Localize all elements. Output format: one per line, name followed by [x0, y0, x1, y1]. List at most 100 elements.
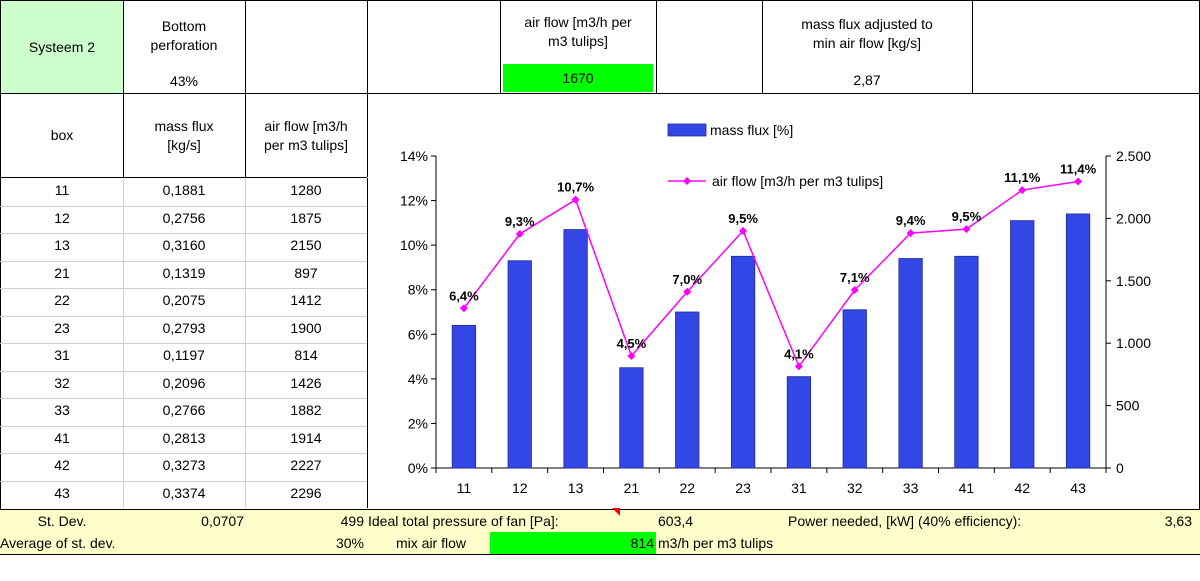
air-flow-cell[interactable]: 897 — [294, 264, 318, 281]
box-cell[interactable]: 31 — [54, 347, 70, 363]
column-header-air-flow[interactable]: air flow [m3/h per m3 tulips] — [263, 117, 349, 153]
mass-flux-adjusted-value-cell[interactable]: 2,87 — [762, 67, 972, 93]
air-flow-cell[interactable]: 1412 — [290, 292, 322, 308]
x-tick-label: 22 — [679, 480, 695, 496]
air-flow-cell[interactable]: 814 — [294, 347, 318, 363]
stdev-label[interactable]: St. Dev. — [37, 513, 87, 529]
cell-comment-marker — [612, 508, 620, 516]
pressure-value[interactable]: 603,4 — [658, 513, 694, 529]
left-tick-label: 10% — [400, 237, 428, 253]
table-row: 41 0,2813 1914 — [0, 426, 367, 454]
data-label: 6,4% — [449, 288, 479, 303]
air-flow-point — [1018, 186, 1027, 195]
data-label: 11,1% — [1004, 170, 1041, 185]
x-tick-label: 43 — [1070, 480, 1086, 496]
mass-flux-cell[interactable]: 0,3374 — [162, 484, 206, 501]
air-flow-cell[interactable]: 1875 — [290, 209, 322, 226]
stdev-value[interactable]: 0,0707 — [201, 513, 244, 529]
air-flow-cell[interactable]: 1426 — [290, 374, 322, 391]
mass-flux-cell[interactable]: 0,2813 — [162, 429, 206, 446]
table-row: 42 0,3273 2227 — [0, 453, 367, 481]
mass-flux-cell[interactable]: 0,1319 — [162, 264, 206, 281]
mass-flux-cell[interactable]: 0,3160 — [162, 237, 206, 253]
box-cell[interactable]: 22 — [54, 292, 70, 308]
air-flow-label-cell[interactable]: air flow [m3/h per m3 tulips] — [500, 1, 656, 63]
perforation-label-cell[interactable]: Bottom perforation — [123, 1, 245, 70]
box-cell[interactable]: 42 — [54, 457, 70, 473]
data-label: 9,5% — [952, 209, 982, 224]
left-tick-label: 0% — [408, 460, 428, 476]
mass-flux-adjusted-label-cell[interactable]: mass flux adjusted to min air flow [kg/s… — [762, 1, 972, 67]
legend-bar-swatch — [667, 123, 707, 137]
box-cell[interactable]: 13 — [54, 237, 70, 253]
x-tick-label: 13 — [568, 480, 584, 496]
left-tick-label: 12% — [400, 193, 428, 209]
right-tick-label: 1.500 — [1116, 273, 1151, 289]
table-row: 21 0,1319 897 — [0, 261, 367, 289]
bar — [1065, 213, 1091, 469]
box-cell[interactable]: 32 — [54, 374, 70, 391]
bar — [730, 255, 756, 469]
air-flow-point — [571, 195, 580, 204]
mass-flux-cell[interactable]: 0,2096 — [162, 374, 206, 391]
mass-flux-cell[interactable]: 0,2793 — [162, 319, 206, 336]
mass-flux-cell[interactable]: 0,3273 — [162, 457, 206, 473]
footer-row-stdev: St. Dev. 0,0707 499 Ideal total pressure… — [0, 509, 1200, 532]
mix-air-flow-unit[interactable]: m3/h per m3 tulips — [658, 535, 774, 551]
bar — [1010, 220, 1035, 469]
column-header-mass-flux[interactable]: mass flux [kg/s] — [154, 117, 214, 153]
air-flow-cell[interactable]: 2227 — [290, 457, 322, 473]
pressure-label[interactable]: Ideal total pressure of fan [Pa]: — [368, 513, 559, 529]
air-flow-point — [739, 226, 748, 235]
box-cell[interactable]: 11 — [54, 182, 70, 198]
mass-flux-cell[interactable]: 0,2766 — [162, 402, 206, 418]
legend-line-label: air flow [m3/h per m3 tulips] — [712, 173, 883, 189]
table-row: 13 0,3160 2150 — [0, 233, 367, 261]
x-tick-label: 42 — [1014, 480, 1030, 496]
x-tick-label: 33 — [903, 480, 919, 496]
box-cell[interactable]: 12 — [54, 209, 70, 226]
mass-flux-cell[interactable]: 0,1197 — [163, 347, 205, 363]
stdev-air-flow[interactable]: 499 — [340, 513, 364, 529]
perforation-value-cell[interactable]: 43% — [123, 70, 245, 93]
average-value[interactable]: 30% — [335, 535, 364, 551]
bar — [898, 258, 923, 469]
air-flow-cell[interactable]: 1280 — [290, 182, 322, 198]
mass-flux-cell[interactable]: 0,2075 — [162, 292, 206, 308]
air-flow-cell[interactable]: 1914 — [290, 429, 322, 446]
mix-air-flow-label[interactable]: mix air flow — [396, 535, 467, 551]
box-cell[interactable]: 33 — [54, 402, 70, 418]
average-label[interactable]: Average of st. dev. — [0, 535, 116, 551]
air-flow-cell[interactable]: 1882 — [290, 402, 322, 418]
table-row: 43 0,3374 2296 — [0, 481, 367, 509]
right-tick-label: 0 — [1116, 460, 1124, 476]
left-tick-label: 6% — [408, 326, 428, 342]
box-cell[interactable]: 43 — [54, 484, 70, 501]
mass-flux-cell[interactable]: 0,1881 — [162, 182, 206, 198]
air-flow-cell[interactable]: 2296 — [290, 484, 322, 501]
box-cell[interactable]: 41 — [54, 429, 70, 446]
x-tick-label: 12 — [512, 480, 528, 496]
left-tick-label: 4% — [408, 371, 428, 387]
column-header-box[interactable]: box — [50, 127, 74, 144]
air-flow-value: 1670 — [562, 69, 594, 86]
air-flow-value-cell[interactable]: 1670 — [503, 64, 653, 92]
system-label-cell[interactable]: Systeem 2 — [1, 1, 123, 93]
mass-flux-cell[interactable]: 0,2756 — [162, 209, 206, 226]
box-cell[interactable]: 23 — [54, 319, 70, 336]
mix-air-flow-value-cell[interactable]: 814 — [490, 532, 656, 554]
data-label: 11,4% — [1060, 161, 1097, 176]
air-flow-line — [463, 180, 1079, 368]
box-cell[interactable]: 21 — [54, 264, 70, 281]
power-value[interactable]: 3,63 — [1164, 513, 1192, 529]
air-flow-cell[interactable]: 2150 — [290, 237, 322, 253]
data-label: 7,1% — [840, 270, 870, 285]
power-label[interactable]: Power needed, [kW] (40% efficiency): — [788, 513, 1022, 529]
mix-air-flow-value: 814 — [630, 535, 654, 551]
air-flow-point — [627, 352, 636, 361]
air-flow-point — [1074, 177, 1083, 186]
footer-row-average: Average of st. dev. 30% mix air flow 814… — [0, 532, 1200, 555]
x-tick-label: 11 — [457, 480, 472, 496]
air-flow-cell[interactable]: 1900 — [290, 319, 322, 336]
data-label: 4,1% — [784, 346, 814, 361]
